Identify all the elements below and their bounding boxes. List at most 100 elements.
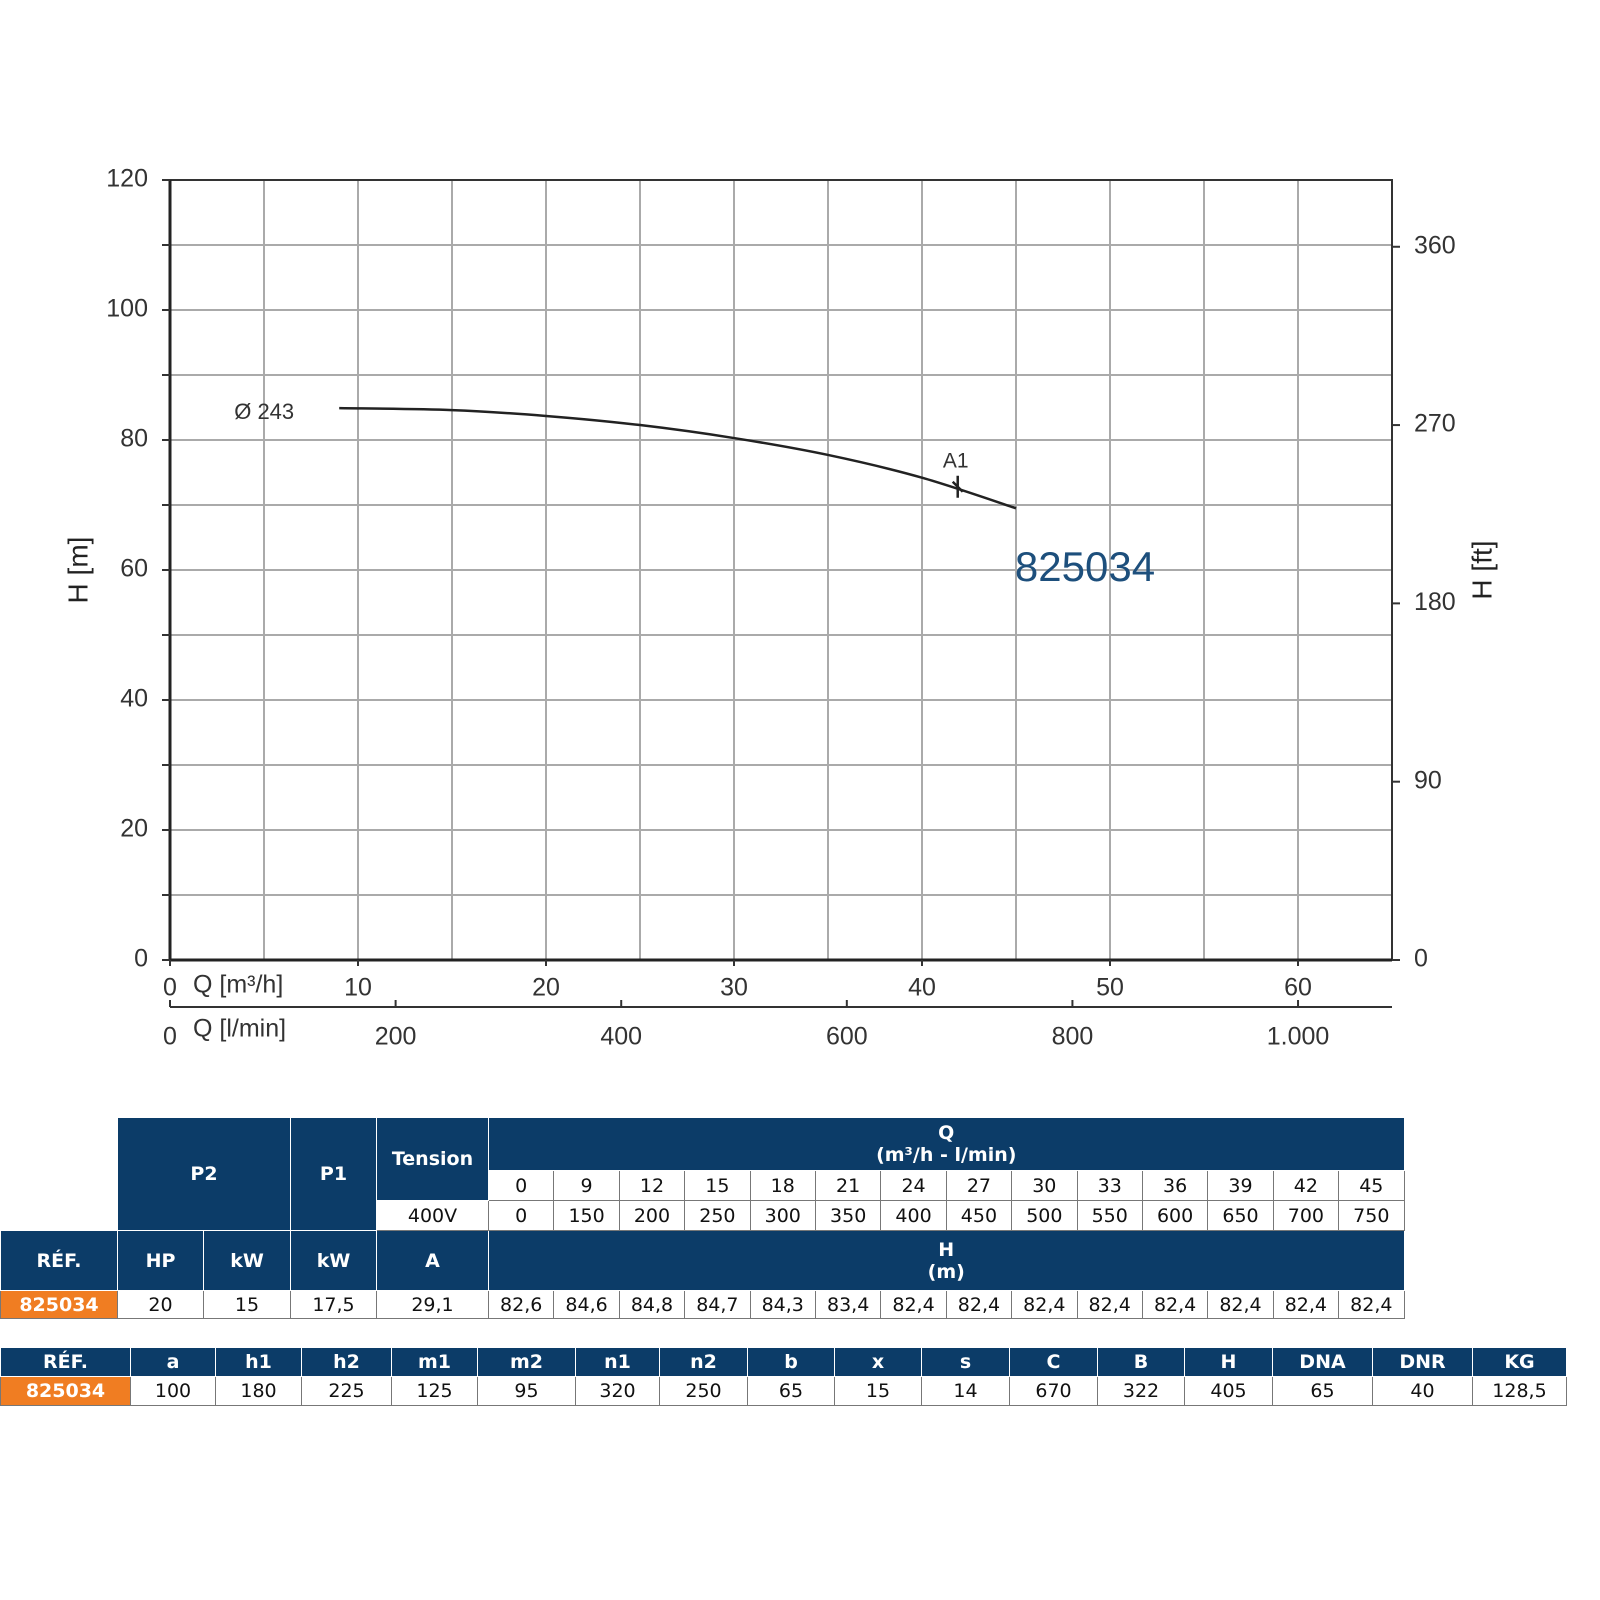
y2-tick-label: 270 bbox=[1414, 410, 1456, 438]
flow-cell: 27 bbox=[945, 1170, 1013, 1201]
ref-cell: 825034 bbox=[0, 1290, 118, 1319]
x-tick-label: 0 bbox=[163, 974, 177, 1002]
head-cell: 82,4 bbox=[880, 1290, 947, 1319]
y-tick-label: 20 bbox=[120, 815, 148, 843]
header-cell: a bbox=[130, 1347, 216, 1377]
flow-cell: 350 bbox=[814, 1200, 882, 1231]
flow-cell: 24 bbox=[880, 1170, 947, 1201]
flow-cell: 550 bbox=[1076, 1200, 1143, 1231]
value-cell: 405 bbox=[1184, 1376, 1273, 1406]
ref-cell: 825034 bbox=[0, 1376, 131, 1406]
head-cell: 82,6 bbox=[487, 1290, 555, 1319]
x2-axis-label: Q [l/min] bbox=[193, 1015, 286, 1043]
chart: 0 20 40 60 80 100 120 0 90 180 270 360 0 10 20 30 40 50 60… bbox=[62, 165, 1497, 1051]
header-cell: B bbox=[1097, 1347, 1185, 1377]
x2-tick-label: 0 bbox=[163, 1023, 177, 1051]
head-cell: 82,4 bbox=[1207, 1290, 1274, 1319]
model-number: 825034 bbox=[1015, 543, 1155, 590]
header-cell: h1 bbox=[215, 1347, 302, 1377]
table-row: RÉF. HP kW kW A H (m) bbox=[0, 1230, 1405, 1291]
flow-cell: 15 bbox=[684, 1170, 751, 1201]
header-cell: b bbox=[747, 1347, 835, 1377]
head-cell: 82,4 bbox=[1272, 1290, 1340, 1319]
header-cell: n2 bbox=[659, 1347, 748, 1377]
flow-cell: 0 bbox=[487, 1200, 555, 1231]
header-cell: x bbox=[834, 1347, 922, 1377]
value-cell: 17,5 bbox=[290, 1290, 377, 1319]
header-cell: Q (m³/h - l/min) bbox=[488, 1117, 1405, 1171]
header-cell: s bbox=[921, 1347, 1010, 1377]
table-row: 400V 0 150 200 250 300 350 400 450 500 550 600 650 70… bbox=[1, 1200, 1405, 1231]
header-cell: HP bbox=[117, 1230, 204, 1291]
header-cell: h2 bbox=[301, 1347, 392, 1377]
flow-cell: 400 bbox=[880, 1200, 947, 1231]
x-tick-label: 30 bbox=[720, 974, 748, 1002]
duty-point bbox=[951, 475, 964, 498]
header-text: (m³/h - l/min) bbox=[876, 1144, 1017, 1166]
y2-axis-label: H [ft] bbox=[1466, 540, 1497, 599]
blank-cell bbox=[0, 1117, 118, 1231]
header-cell: DNR bbox=[1372, 1347, 1473, 1377]
value-cell: 180 bbox=[215, 1376, 302, 1406]
value-cell: 20 bbox=[117, 1290, 204, 1319]
x-axis-label: Q [m³/h] bbox=[193, 971, 283, 999]
flow-cell: 30 bbox=[1011, 1170, 1078, 1201]
x-tick-label: 10 bbox=[344, 974, 372, 1002]
header-text: (m) bbox=[927, 1260, 965, 1283]
header-cell: P1 bbox=[290, 1117, 377, 1231]
header-cell: m1 bbox=[391, 1347, 478, 1377]
flow-cell: 12 bbox=[618, 1170, 686, 1201]
x2-tick-label: 600 bbox=[826, 1023, 868, 1051]
x-tick-label: 60 bbox=[1284, 974, 1312, 1002]
y-axis-label: H [m] bbox=[62, 537, 93, 604]
flow-cell: 42 bbox=[1272, 1170, 1340, 1201]
table-row: RÉF. a h1 h2 m1 m2 n1 n2 b x s C B H DNA DNR KG bbox=[0, 1347, 1567, 1377]
flow-cell: 500 bbox=[1011, 1200, 1078, 1231]
value-cell: 125 bbox=[391, 1376, 478, 1406]
value-cell: 95 bbox=[477, 1376, 576, 1406]
x-tick-label: 50 bbox=[1096, 974, 1124, 1002]
value-cell: 225 bbox=[301, 1376, 392, 1406]
value-cell: 65 bbox=[747, 1376, 835, 1406]
x2-tick-label: 400 bbox=[600, 1023, 642, 1051]
flow-cell: 600 bbox=[1141, 1200, 1209, 1231]
header-text: H bbox=[938, 1238, 955, 1261]
value-cell: 15 bbox=[834, 1376, 922, 1406]
flow-cell: 150 bbox=[553, 1200, 620, 1231]
y2-tick-label: 360 bbox=[1414, 231, 1456, 259]
flow-cell: 33 bbox=[1076, 1170, 1143, 1201]
head-cell: 82,4 bbox=[945, 1290, 1013, 1319]
x2-tick-label: 1.000 bbox=[1267, 1023, 1330, 1051]
header-cell: H bbox=[1184, 1347, 1273, 1377]
header-cell: Tension bbox=[376, 1117, 489, 1201]
value-cell: 322 bbox=[1097, 1376, 1185, 1406]
header-cell: KG bbox=[1472, 1347, 1567, 1377]
x2-tick-label: 200 bbox=[375, 1023, 417, 1051]
flow-cell: 45 bbox=[1338, 1170, 1405, 1201]
header-cell: n1 bbox=[575, 1347, 660, 1377]
table-row: P2 P1 Tension Q (m³/h - l/min) bbox=[0, 1117, 1405, 1231]
flow-cell: 700 bbox=[1272, 1200, 1340, 1231]
header-cell: P2 bbox=[117, 1117, 291, 1231]
flow-cell: 650 bbox=[1207, 1200, 1274, 1231]
header-cell: kW bbox=[203, 1230, 291, 1291]
head-cell: 82,4 bbox=[1338, 1290, 1405, 1319]
flow-cell: 750 bbox=[1338, 1200, 1405, 1231]
x2-tick-label: 800 bbox=[1052, 1023, 1094, 1051]
head-cell: 83,4 bbox=[814, 1290, 882, 1319]
value-cell: 100 bbox=[130, 1376, 216, 1406]
value-cell: 29,1 bbox=[376, 1290, 489, 1319]
table-row: 825034 100 180 225 125 95 320 250 65 15 14 670 322 40… bbox=[0, 1376, 1567, 1406]
header-cell: DNA bbox=[1272, 1347, 1373, 1377]
header-cell: kW bbox=[290, 1230, 377, 1291]
y-tick-label: 0 bbox=[134, 945, 148, 973]
x-tick-label: 20 bbox=[532, 974, 560, 1002]
head-cell: 84,6 bbox=[553, 1290, 620, 1319]
y2-tick-label: 180 bbox=[1414, 588, 1456, 616]
flow-cell: 18 bbox=[749, 1170, 816, 1201]
y2-tick-label: 0 bbox=[1414, 945, 1428, 973]
y-tick-label: 80 bbox=[120, 425, 148, 453]
curve-label: Ø 243 bbox=[234, 399, 294, 424]
value-cell: 40 bbox=[1372, 1376, 1473, 1406]
